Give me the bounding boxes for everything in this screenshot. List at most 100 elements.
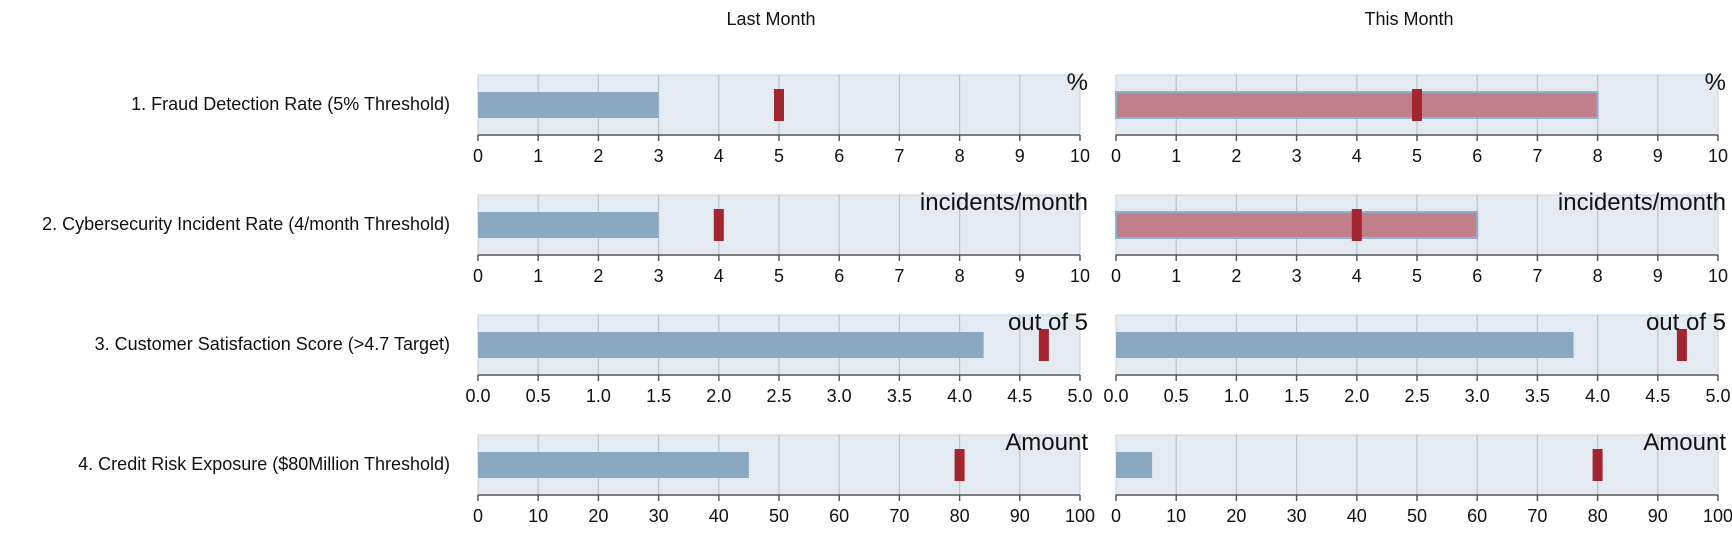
x-tick-label: 0.5 xyxy=(526,386,551,406)
threshold-marker xyxy=(713,209,724,241)
x-tick-label: 80 xyxy=(1588,506,1608,526)
value-bar xyxy=(478,92,659,118)
x-tick-label: 1 xyxy=(533,266,543,286)
x-tick-label: 90 xyxy=(1010,506,1030,526)
x-tick-label: 6 xyxy=(1472,146,1482,166)
unit-label: out of 5 xyxy=(1646,309,1726,336)
x-tick-label: 7 xyxy=(1532,266,1542,286)
x-tick-label: 30 xyxy=(649,506,669,526)
value-bar xyxy=(1115,91,1599,119)
x-tick-label: 5.0 xyxy=(1705,386,1730,406)
x-tick-label: 1.0 xyxy=(586,386,611,406)
column-title: This Month xyxy=(1364,9,1453,29)
x-tick-label: 40 xyxy=(1347,506,1367,526)
x-tick-label: 4 xyxy=(714,146,724,166)
unit-label: % xyxy=(1067,69,1088,96)
x-tick-label: 7 xyxy=(894,266,904,286)
x-tick-label: 0 xyxy=(473,506,483,526)
x-tick-label: 4 xyxy=(1352,266,1362,286)
unit-label: out of 5 xyxy=(1008,309,1088,336)
x-tick-label: 50 xyxy=(1407,506,1427,526)
x-tick-label: 6 xyxy=(834,266,844,286)
x-tick-label: 1.0 xyxy=(1224,386,1249,406)
x-tick-label: 3 xyxy=(654,146,664,166)
x-tick-label: 0 xyxy=(473,146,483,166)
x-tick-label: 3 xyxy=(654,266,664,286)
x-tick-label: 20 xyxy=(1226,506,1246,526)
x-tick-label: 10 xyxy=(1166,506,1186,526)
x-tick-label: 6 xyxy=(834,146,844,166)
row-label: 1. Fraud Detection Rate (5% Threshold) xyxy=(131,94,450,114)
x-tick-label: 100 xyxy=(1703,506,1732,526)
x-tick-label: 4 xyxy=(714,266,724,286)
x-tick-label: 3 xyxy=(1292,266,1302,286)
x-tick-label: 4.0 xyxy=(947,386,972,406)
value-bar xyxy=(478,212,659,238)
x-tick-label: 2.5 xyxy=(1404,386,1429,406)
x-tick-label: 9 xyxy=(1653,146,1663,166)
x-tick-label: 5 xyxy=(1412,146,1422,166)
threshold-marker xyxy=(774,89,784,121)
x-tick-label: 2 xyxy=(593,266,603,286)
x-tick-label: 8 xyxy=(955,146,965,166)
x-tick-label: 8 xyxy=(1593,146,1603,166)
value-bar xyxy=(1115,211,1479,239)
x-tick-label: 2.0 xyxy=(1344,386,1369,406)
x-tick-label: 10 xyxy=(1708,146,1728,166)
x-tick-label: 4.5 xyxy=(1645,386,1670,406)
x-tick-label: 8 xyxy=(1593,266,1603,286)
x-tick-label: 1 xyxy=(1171,146,1181,166)
x-tick-label: 60 xyxy=(1467,506,1487,526)
x-tick-label: 10 xyxy=(528,506,548,526)
x-tick-label: 80 xyxy=(950,506,970,526)
x-tick-label: 3.0 xyxy=(827,386,852,406)
x-tick-label: 1.5 xyxy=(1284,386,1309,406)
x-tick-label: 9 xyxy=(1653,266,1663,286)
x-tick-label: 0 xyxy=(1111,266,1121,286)
x-tick-label: 0.0 xyxy=(1103,386,1128,406)
x-tick-label: 0 xyxy=(1111,506,1121,526)
column-title: Last Month xyxy=(726,9,815,29)
x-tick-label: 3.5 xyxy=(887,386,912,406)
x-tick-label: 4 xyxy=(1352,146,1362,166)
x-tick-label: 40 xyxy=(709,506,729,526)
x-tick-label: 100 xyxy=(1065,506,1095,526)
x-tick-label: 70 xyxy=(1527,506,1547,526)
x-tick-label: 20 xyxy=(588,506,608,526)
x-tick-label: 1 xyxy=(1171,266,1181,286)
x-tick-label: 0.0 xyxy=(465,386,490,406)
x-tick-label: 3 xyxy=(1292,146,1302,166)
x-tick-label: 10 xyxy=(1708,266,1728,286)
x-tick-label: 70 xyxy=(889,506,909,526)
x-tick-label: 90 xyxy=(1648,506,1668,526)
threshold-marker xyxy=(954,449,965,481)
x-tick-label: 0 xyxy=(1111,146,1121,166)
x-tick-label: 5 xyxy=(774,146,784,166)
x-tick-label: 4.5 xyxy=(1007,386,1032,406)
value-bar xyxy=(478,332,984,358)
x-tick-label: 2.0 xyxy=(706,386,731,406)
x-tick-label: 30 xyxy=(1287,506,1307,526)
unit-label: % xyxy=(1705,69,1726,96)
row-label: 3. Customer Satisfaction Score (>4.7 Tar… xyxy=(95,334,450,354)
x-tick-label: 0 xyxy=(473,266,483,286)
unit-label: incidents/month xyxy=(1558,189,1726,216)
x-tick-label: 8 xyxy=(955,266,965,286)
x-tick-label: 5.0 xyxy=(1067,386,1092,406)
x-tick-label: 10 xyxy=(1070,266,1090,286)
x-tick-label: 7 xyxy=(894,146,904,166)
x-tick-label: 0.5 xyxy=(1164,386,1189,406)
x-tick-label: 4.0 xyxy=(1585,386,1610,406)
unit-label: incidents/month xyxy=(920,189,1088,216)
row-label: 4. Credit Risk Exposure ($80Million Thre… xyxy=(78,454,450,474)
x-tick-label: 1.5 xyxy=(646,386,671,406)
x-tick-label: 9 xyxy=(1015,146,1025,166)
x-tick-label: 2 xyxy=(593,146,603,166)
threshold-marker xyxy=(1351,209,1362,241)
x-tick-label: 2.5 xyxy=(766,386,791,406)
x-tick-label: 9 xyxy=(1015,266,1025,286)
unit-label: Amount xyxy=(1005,429,1088,456)
unit-label: Amount xyxy=(1643,429,1726,456)
value-bar xyxy=(1116,452,1153,478)
threshold-marker xyxy=(1412,89,1422,121)
